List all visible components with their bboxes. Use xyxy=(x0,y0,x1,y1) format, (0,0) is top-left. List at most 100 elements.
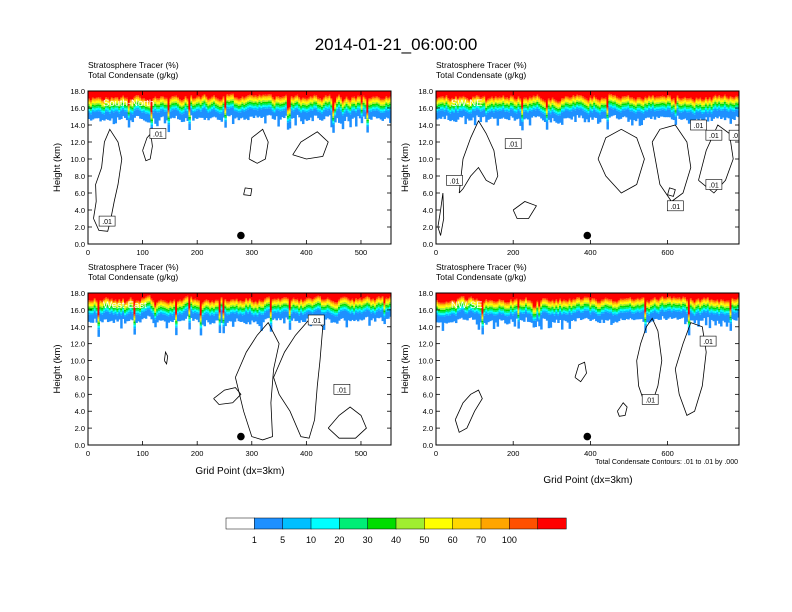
tracer-band-cell xyxy=(604,91,608,98)
tracer-band-cell xyxy=(233,109,237,112)
tracer-band-cell xyxy=(135,304,138,307)
tracer-band-cell xyxy=(458,99,462,101)
tracer-band-cell xyxy=(712,108,715,111)
tracer-band-cell xyxy=(150,113,153,115)
tracer-band-cell xyxy=(273,100,277,102)
tracer-band-cell xyxy=(220,309,224,311)
tracer-band-cell xyxy=(547,107,551,109)
tracer-band-cell xyxy=(339,102,343,105)
tracer-band-cell xyxy=(389,105,391,108)
tracer-band-cell xyxy=(197,307,201,309)
tracer-column xyxy=(530,91,534,118)
tracer-band-cell xyxy=(462,95,465,98)
tracer-band-cell xyxy=(525,104,528,107)
tracer-band-cell xyxy=(105,299,108,302)
tracer-band-cell xyxy=(300,107,303,110)
tracer-band-cell xyxy=(653,108,657,110)
tracer-band-cell xyxy=(144,99,148,102)
tracer-band-cell xyxy=(262,101,265,104)
tracer-band-cell xyxy=(615,96,619,99)
tracer-band-cell xyxy=(627,96,630,98)
tracer-band-cell xyxy=(203,301,207,304)
tracer-column xyxy=(101,293,104,323)
tracer-band-cell xyxy=(175,109,178,116)
tracer-band-cell xyxy=(201,96,205,99)
tracer-band-cell xyxy=(159,103,163,106)
tracer-band-cell xyxy=(542,111,545,114)
tracer-band-cell xyxy=(322,99,326,102)
tracer-band-cell xyxy=(445,96,448,98)
tracer-band-cell xyxy=(687,112,691,124)
tracer-band-cell xyxy=(356,99,360,102)
tracer-column xyxy=(148,91,152,123)
tracer-band-cell xyxy=(139,105,142,108)
tracer-band-cell xyxy=(159,302,163,304)
tracer-band-cell xyxy=(712,99,715,101)
tracer-band-cell xyxy=(530,106,534,109)
tracer-band-cell xyxy=(194,309,197,312)
tracer-band-cell xyxy=(591,100,594,103)
tracer-band-cell xyxy=(95,108,99,110)
tracer-band-cell xyxy=(720,105,723,108)
tracer-band-cell xyxy=(320,102,324,104)
tracer-band-cell xyxy=(689,101,693,104)
tracer-band-cell xyxy=(703,105,706,107)
tracer-band-cell xyxy=(131,301,135,303)
tracer-band-cell xyxy=(173,103,176,105)
tracer-band-cell xyxy=(241,103,244,106)
tracer-column xyxy=(283,91,286,119)
tracer-band-cell xyxy=(133,293,136,315)
tracer-band-cell xyxy=(547,91,551,99)
tracer-band-cell xyxy=(192,311,195,314)
tracer-column xyxy=(205,293,208,321)
tracer-band-cell xyxy=(667,91,670,96)
tracer-band-cell xyxy=(152,303,155,305)
tracer-band-cell xyxy=(383,112,386,119)
tracer-band-cell xyxy=(731,104,734,107)
tracer-band-cell xyxy=(572,99,575,101)
tracer-band-cell xyxy=(243,308,246,310)
tracer-band-cell xyxy=(239,300,242,302)
tracer-band-cell xyxy=(447,105,450,108)
tracer-band-cell xyxy=(201,303,205,306)
tracer-band-cell xyxy=(313,94,316,97)
tracer-band-cell xyxy=(233,111,237,119)
tracer-band-cell xyxy=(241,313,244,316)
tracer-band-cell xyxy=(555,100,558,102)
tracer-column xyxy=(120,91,123,120)
tracer-band-cell xyxy=(595,91,598,98)
tracer-band-cell xyxy=(267,101,271,104)
tracer-band-cell xyxy=(194,99,197,101)
tracer-band-cell xyxy=(209,305,212,308)
tracer-band-cell xyxy=(103,100,106,102)
tracer-band-cell xyxy=(676,99,679,101)
tracer-band-cell xyxy=(317,111,320,119)
tracer-band-cell xyxy=(689,106,693,109)
tracer-band-cell xyxy=(165,103,169,106)
tracer-band-cell xyxy=(585,112,589,120)
tracer-band-cell xyxy=(95,309,99,312)
tracer-band-cell xyxy=(366,124,369,127)
tracer-band-cell xyxy=(125,91,129,98)
tracer-column xyxy=(437,91,441,119)
tracer-band-cell xyxy=(184,99,188,102)
tracer-band-cell xyxy=(165,99,169,101)
tracer-band-cell xyxy=(230,300,233,303)
tracer-band-cell xyxy=(216,98,220,100)
tracer-band-cell xyxy=(551,108,555,110)
tracer-band-cell xyxy=(496,102,500,105)
tracer-band-cell xyxy=(277,100,280,102)
tracer-column xyxy=(479,91,483,123)
tracer-band-cell xyxy=(275,103,278,105)
tracer-column xyxy=(487,91,490,120)
tracer-band-cell xyxy=(587,111,590,113)
tracer-band-cell xyxy=(332,121,335,123)
tracer-band-cell xyxy=(496,111,500,126)
tracer-band-cell xyxy=(112,98,116,100)
tracer-band-cell xyxy=(95,312,99,315)
tracer-column xyxy=(209,293,212,325)
tracer-band-cell xyxy=(368,100,371,102)
tracer-band-cell xyxy=(197,97,201,99)
tracer-band-cell xyxy=(186,103,189,106)
tracer-band-cell xyxy=(125,108,129,111)
